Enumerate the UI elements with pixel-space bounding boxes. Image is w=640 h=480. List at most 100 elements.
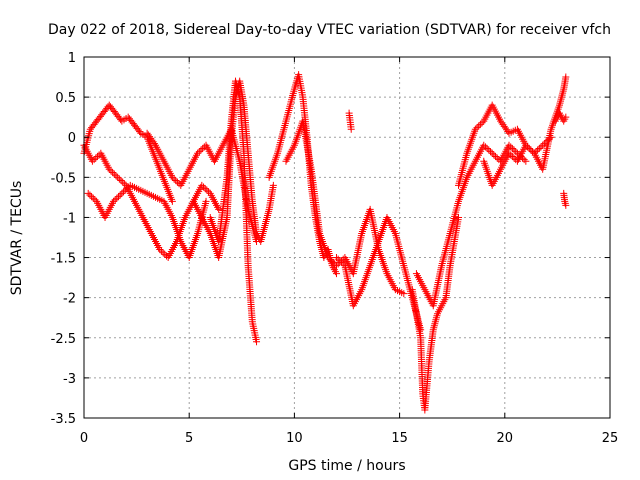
data-point [525,144,533,152]
data-point [86,191,94,199]
data-point [92,154,100,162]
data-point [492,152,500,160]
data-point [562,113,570,121]
data-point [90,156,98,164]
data-point [527,146,535,154]
y-tick-label: -0.5 [51,171,76,186]
data-point [117,177,125,185]
data-series-track [455,101,555,189]
data-point [400,290,408,298]
data-point [339,260,347,268]
data-point [329,258,337,266]
data-point [116,191,124,199]
data-point [172,177,180,185]
data-point [510,154,518,162]
data-point [524,143,532,151]
data-point [505,149,513,157]
data-point [111,196,119,204]
data-point [476,120,484,128]
data-point [505,141,513,149]
data-point [269,181,277,189]
data-point [488,149,496,157]
x-tick-label: 5 [185,431,193,446]
data-point [150,140,158,148]
data-point [114,173,122,181]
data-point [562,201,570,209]
data-point [119,178,127,186]
data-point [522,157,530,165]
data-point [483,144,491,152]
y-axis-label: SDTVAR / TECUs [9,181,25,296]
plot-frame [83,56,611,419]
data-point [168,173,176,181]
data-point [539,141,547,149]
data-point [508,144,516,152]
data-point [107,167,115,175]
data-series-track [265,71,340,278]
data-series-track [551,109,570,125]
data-point [118,189,126,197]
chart-title: Day 022 of 2018, Sidereal Day-to-day VTE… [48,22,611,38]
data-point [121,186,129,194]
data-point [198,181,206,189]
data-series-track [80,141,223,262]
data-point [93,152,101,160]
data-point [113,194,121,202]
data-point [88,157,96,165]
data-point [324,254,332,262]
x-tick-label: 15 [391,431,408,446]
data-point [120,188,128,196]
data-point [338,258,346,266]
y-tick-label: -3 [63,372,76,387]
data-point [200,183,208,191]
data-point [203,186,211,194]
data-point [508,152,516,160]
data-point [507,143,515,151]
data-point [168,197,176,205]
y-axis-ticks: -3.5 -3 -2.5 -2 -1.5 -1 -0.5 0 0.5 1 [51,51,610,427]
data-point [115,193,123,201]
data-point [478,119,486,127]
data-point [120,180,128,188]
data-point [455,213,463,221]
data-point [332,254,340,262]
data-point [522,141,530,149]
data-point [84,189,92,197]
y-tick-label: -1 [63,211,76,226]
data-series-track [480,73,570,189]
data-point [197,146,205,154]
data-point [110,170,118,178]
data-point [537,143,545,151]
data-point [253,338,261,346]
data-point [170,175,178,183]
data-point [125,183,133,191]
data-point [529,148,537,156]
data-point [89,194,97,202]
data-point [534,146,542,154]
data-point [327,257,335,265]
data-point [91,196,99,204]
data-point [109,197,117,205]
data-marks [80,71,570,414]
data-series-track [412,141,530,310]
data-series-track [206,77,261,346]
data-point [215,205,223,213]
data-point [480,141,488,149]
data-point [173,178,181,186]
data-series-track [560,189,570,209]
y-tick-label: 0 [68,131,76,146]
data-point [136,128,144,136]
data-point [326,255,334,263]
data-point [481,143,489,151]
data-point [510,146,518,154]
data-series-track [408,213,463,414]
data-point [507,151,515,159]
data-point [194,149,202,157]
data-point [471,125,479,133]
data-series-track [80,101,176,205]
data-point [562,73,570,81]
data-series-track [282,117,408,298]
y-tick-label: -3.5 [51,412,76,427]
data-point [105,165,113,173]
data-point [156,246,164,254]
